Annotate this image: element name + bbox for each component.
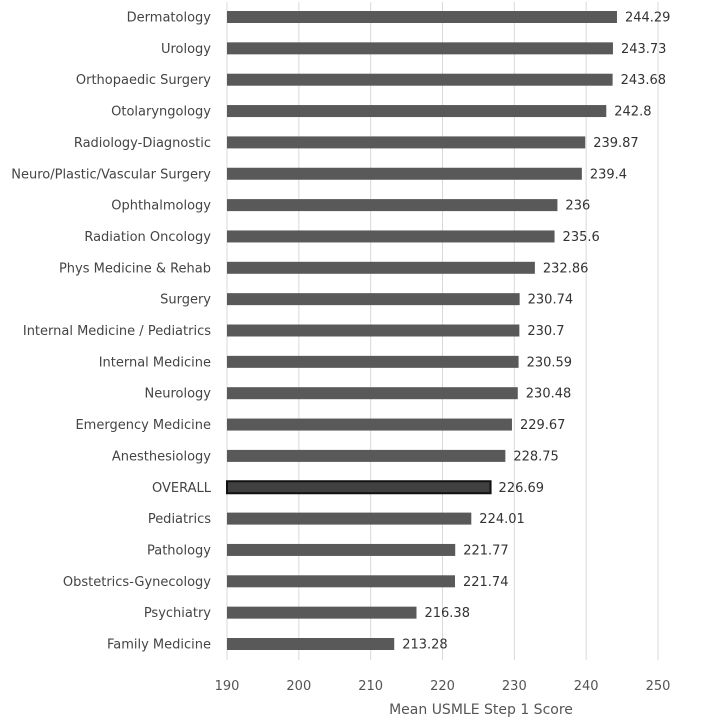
- category-label: Surgery: [160, 293, 211, 308]
- value-label: 221.77: [463, 543, 509, 558]
- category-label: Phys Medicine & Rehab: [59, 261, 211, 276]
- x-axis-ticks: 190 200 210 220 230 240 250: [215, 679, 671, 694]
- value-label: 230.7: [527, 324, 564, 339]
- value-label: 242.8: [614, 105, 651, 120]
- value-labels: 244.29 243.73 243.68 242.8 239.87 239.4 236 235…: [402, 11, 670, 653]
- category-label: Radiation Oncology: [84, 230, 211, 245]
- value-label: 228.75: [513, 449, 559, 464]
- category-label: Pediatrics: [148, 512, 211, 527]
- bar: [227, 11, 617, 23]
- bar: [227, 73, 613, 86]
- category-label: Dermatology: [127, 11, 212, 26]
- value-label: 239.87: [593, 136, 639, 151]
- category-label: Internal Medicine: [99, 355, 211, 370]
- value-label: 236: [565, 199, 590, 214]
- value-label: 230.74: [528, 293, 574, 308]
- category-label: Psychiatry: [144, 606, 211, 621]
- value-label: 224.01: [479, 512, 525, 527]
- value-label: 243.68: [621, 73, 667, 88]
- value-label: 230.48: [526, 387, 572, 402]
- bar: [227, 167, 582, 180]
- bar: [227, 136, 586, 149]
- bar: [227, 418, 512, 431]
- bar: [227, 199, 558, 212]
- bar: [227, 105, 607, 118]
- x-tick-label: 190: [215, 679, 240, 694]
- category-label: Anesthesiology: [112, 449, 211, 464]
- x-tick-label: 200: [286, 679, 311, 694]
- value-label: 229.67: [520, 418, 566, 433]
- category-label: Orthopaedic Surgery: [76, 73, 211, 88]
- value-label: 230.59: [527, 355, 573, 370]
- category-label: OVERALL: [152, 481, 212, 496]
- category-label: Internal Medicine / Pediatrics: [23, 324, 211, 339]
- x-tick-label: 250: [646, 679, 671, 694]
- bar: [227, 449, 506, 462]
- value-label: 221.74: [463, 575, 509, 590]
- bar: [227, 512, 472, 525]
- bar: [227, 324, 520, 337]
- value-label: 239.4: [590, 167, 627, 182]
- category-labels: Dermatology Urology Orthopaedic Surgery Oto…: [11, 11, 212, 653]
- bar: [227, 387, 518, 400]
- category-label: Radiology-Diagnostic: [74, 136, 211, 151]
- bar: [227, 543, 456, 556]
- value-label: 232.86: [543, 261, 589, 276]
- category-label: Neurology: [145, 387, 212, 402]
- category-label: Urology: [161, 42, 211, 57]
- value-label: 216.38: [424, 606, 470, 621]
- bar-overall: [226, 480, 492, 495]
- value-label: 235.6: [563, 230, 600, 245]
- bar: [227, 261, 535, 274]
- bar: [227, 575, 455, 588]
- value-label: 226.69: [499, 481, 545, 496]
- value-label: 213.28: [402, 638, 448, 653]
- bar: [227, 230, 555, 243]
- bar: [227, 355, 519, 368]
- category-label: Ophthalmology: [111, 199, 211, 214]
- category-label: Otolaryngology: [111, 105, 211, 120]
- value-label: 243.73: [621, 42, 667, 57]
- category-label: Neuro/Plastic/Vascular Surgery: [11, 167, 211, 182]
- x-tick-label: 210: [358, 679, 383, 694]
- category-label: Family Medicine: [107, 638, 211, 653]
- category-label: Pathology: [147, 543, 211, 558]
- x-tick-label: 230: [502, 679, 527, 694]
- value-label: 244.29: [625, 11, 671, 26]
- x-axis-title: Mean USMLE Step 1 Score: [389, 702, 573, 718]
- category-label: Emergency Medicine: [75, 418, 211, 433]
- category-label: Obstetrics-Gynecology: [63, 575, 211, 590]
- bars: [226, 11, 617, 650]
- x-tick-label: 220: [430, 679, 455, 694]
- x-tick-label: 240: [574, 679, 599, 694]
- bar: [227, 606, 417, 619]
- bar: [227, 293, 520, 306]
- bar: [227, 638, 395, 650]
- bar: [227, 42, 613, 55]
